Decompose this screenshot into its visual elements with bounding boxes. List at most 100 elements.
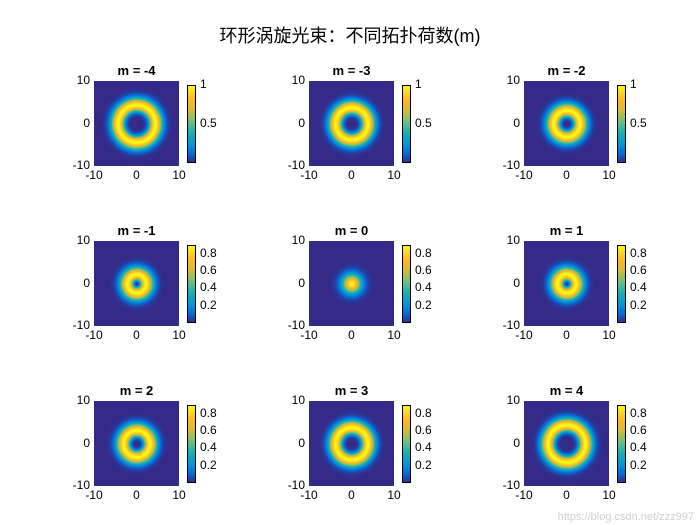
subplot-title: m = -1	[94, 223, 179, 238]
x-tick: -10	[510, 488, 538, 502]
y-tick: 0	[64, 276, 90, 290]
beam-heatmap	[309, 401, 394, 486]
x-tick: -10	[80, 488, 108, 502]
colorbar-strip	[402, 405, 411, 483]
colorbar-tick: 0.8	[415, 246, 432, 260]
figure-title: 环形涡旋光束：不同拓扑荷数(m)	[0, 22, 700, 48]
colorbar: 0.51	[402, 85, 452, 163]
y-tick: 10	[279, 393, 305, 407]
colorbar-tick: 0.5	[415, 116, 432, 130]
x-tick: 0	[123, 488, 151, 502]
y-tick: 10	[64, 393, 90, 407]
figure: 环形涡旋光束：不同拓扑荷数(m) m = -4-10010-100100.51m…	[0, 0, 700, 525]
colorbar-tick: 0.6	[200, 263, 217, 277]
y-tick: 0	[494, 116, 520, 130]
colorbar-tick: 0.6	[630, 263, 647, 277]
colorbar-tick: 0.8	[630, 246, 647, 260]
subplot-title: m = 3	[309, 383, 394, 398]
x-tick: 10	[380, 168, 408, 182]
subplot-m-2: m = -2-10010-100100.51	[490, 65, 670, 205]
colorbar: 0.20.40.60.8	[617, 245, 667, 323]
x-tick: -10	[295, 168, 323, 182]
x-tick: 10	[595, 168, 623, 182]
y-tick: 0	[279, 276, 305, 290]
colorbar-tick: 0.6	[200, 423, 217, 437]
colorbar-tick: 0.8	[200, 406, 217, 420]
colorbar-tick: 0.2	[415, 458, 432, 472]
x-tick: -10	[80, 328, 108, 342]
y-tick: 10	[494, 393, 520, 407]
subplot-m3: m = 3-10010-100100.20.40.60.8	[275, 385, 455, 525]
colorbar-tick: 0.4	[200, 280, 217, 294]
colorbar-tick: 0.4	[415, 280, 432, 294]
colorbar-tick: 1	[415, 77, 422, 91]
subplot-m2: m = 2-10010-100100.20.40.60.8	[60, 385, 240, 525]
y-tick: 10	[279, 233, 305, 247]
x-tick: 10	[380, 328, 408, 342]
beam-heatmap	[309, 241, 394, 326]
x-tick: 0	[338, 168, 366, 182]
beam-heatmap	[524, 241, 609, 326]
x-tick: 0	[553, 328, 581, 342]
colorbar: 0.20.40.60.8	[187, 245, 237, 323]
plot-area	[94, 81, 179, 166]
subplot-title: m = 2	[94, 383, 179, 398]
plot-area	[94, 401, 179, 486]
subplot-m-1: m = -1-10010-100100.20.40.60.8	[60, 225, 240, 365]
x-tick: 0	[553, 168, 581, 182]
colorbar: 0.51	[617, 85, 667, 163]
subplot-title: m = -4	[94, 63, 179, 78]
colorbar-tick: 0.2	[200, 298, 217, 312]
subplot-m4: m = 4-10010-100100.20.40.60.8	[490, 385, 670, 525]
colorbar-tick: 0.5	[200, 116, 217, 130]
x-tick: 10	[595, 328, 623, 342]
colorbar: 0.20.40.60.8	[402, 405, 452, 483]
colorbar: 0.20.40.60.8	[617, 405, 667, 483]
beam-heatmap	[524, 81, 609, 166]
beam-heatmap	[94, 241, 179, 326]
subplot-m-4: m = -4-10010-100100.51	[60, 65, 240, 205]
colorbar-tick: 1	[630, 77, 637, 91]
y-tick: 0	[64, 116, 90, 130]
colorbar-strip	[402, 85, 411, 163]
colorbar-tick: 1	[200, 77, 207, 91]
y-tick: 0	[64, 436, 90, 450]
x-tick: 10	[595, 488, 623, 502]
x-tick: -10	[80, 168, 108, 182]
subplot-title: m = 0	[309, 223, 394, 238]
x-tick: 0	[338, 488, 366, 502]
x-tick: 0	[553, 488, 581, 502]
x-tick: -10	[510, 328, 538, 342]
colorbar-tick: 0.6	[630, 423, 647, 437]
y-tick: 0	[494, 276, 520, 290]
colorbar-tick: 0.4	[200, 440, 217, 454]
plot-area	[309, 401, 394, 486]
plot-area	[309, 241, 394, 326]
plot-area	[524, 241, 609, 326]
x-tick: 10	[165, 168, 193, 182]
y-tick: 10	[494, 73, 520, 87]
colorbar-tick: 0.6	[415, 423, 432, 437]
colorbar: 0.2 0.4 0.6 0.8	[187, 405, 237, 483]
subplot-m-3: m = -3-10010-100100.51	[275, 65, 455, 205]
colorbar-tick: 0.4	[630, 280, 647, 294]
colorbar-tick: 0.8	[630, 406, 647, 420]
colorbar-strip	[617, 245, 626, 323]
colorbar: 0.20.40.60.8	[402, 245, 452, 323]
subplot-title: m = -3	[309, 63, 394, 78]
colorbar-strip	[402, 245, 411, 323]
beam-heatmap	[94, 81, 179, 166]
colorbar-tick: 0.4	[415, 440, 432, 454]
plot-area	[309, 81, 394, 166]
subplot-m0: m = 0-10010-100100.20.40.60.8	[275, 225, 455, 365]
y-tick: 10	[64, 233, 90, 247]
colorbar-strip	[187, 245, 196, 323]
colorbar: 0.51	[187, 85, 237, 163]
watermark: https://blog.csdn.net/zzz997	[558, 511, 694, 523]
x-tick: 0	[338, 328, 366, 342]
beam-heatmap	[309, 81, 394, 166]
y-tick: 10	[494, 233, 520, 247]
colorbar-tick: 0.4	[630, 440, 647, 454]
subplot-m1: m = 1-10010-100100.20.40.60.8	[490, 225, 670, 365]
colorbar-tick: 0.2	[200, 458, 217, 472]
